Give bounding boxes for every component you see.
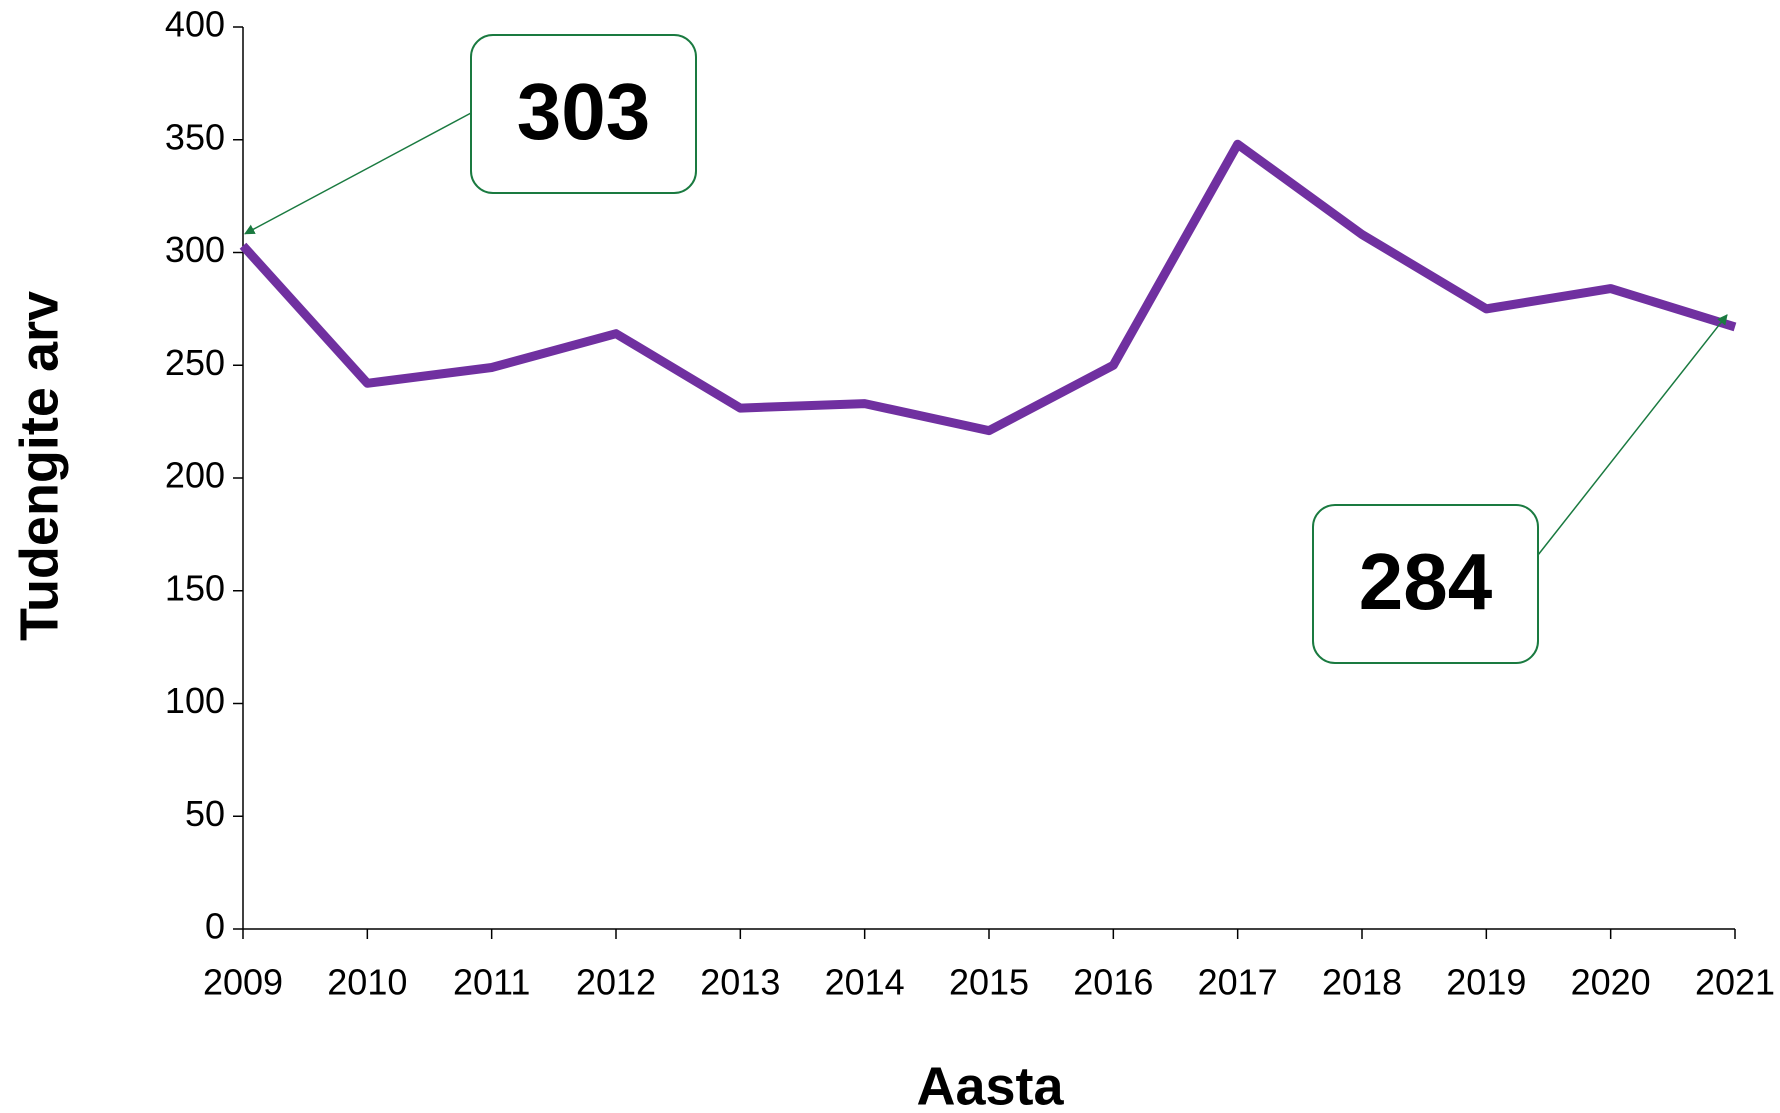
y-tick-label: 300 xyxy=(165,229,225,270)
annotation-text: 284 xyxy=(1359,537,1493,626)
data-line xyxy=(239,139,1737,436)
annotation-arrow xyxy=(244,112,472,235)
y-axis-title: Tudengite arv xyxy=(9,291,69,641)
annotation-text: 303 xyxy=(517,67,650,156)
x-tick-label: 2009 xyxy=(203,962,283,1003)
x-tick-label: 2020 xyxy=(1571,962,1651,1003)
x-tick-label: 2014 xyxy=(825,962,905,1003)
x-axis-title: Aasta xyxy=(916,1056,1064,1113)
x-tick-label: 2021 xyxy=(1695,962,1775,1003)
y-tick-label: 250 xyxy=(165,342,225,383)
y-tick-label: 100 xyxy=(165,680,225,721)
y-tick-label: 50 xyxy=(185,793,225,834)
x-tick-label: 2018 xyxy=(1322,962,1402,1003)
annotation-box xyxy=(470,34,697,194)
x-tick-label: 2015 xyxy=(949,962,1029,1003)
x-tick-label: 2019 xyxy=(1446,962,1526,1003)
y-tick-label: 200 xyxy=(165,455,225,496)
y-tick-label: 400 xyxy=(165,4,225,45)
x-tick-label: 2017 xyxy=(1198,962,1278,1003)
x-tick-label: 2016 xyxy=(1073,962,1153,1003)
y-tick-label: 350 xyxy=(165,116,225,157)
x-tick-label: 2011 xyxy=(453,962,530,1003)
x-tick-label: 2010 xyxy=(327,962,407,1003)
x-tick-label: 2013 xyxy=(700,962,780,1003)
annotation-box xyxy=(1312,504,1539,664)
annotation-arrow xyxy=(1537,314,1728,556)
y-tick-label: 0 xyxy=(205,906,225,947)
y-tick-label: 150 xyxy=(165,567,225,608)
x-tick-label: 2012 xyxy=(576,962,656,1003)
